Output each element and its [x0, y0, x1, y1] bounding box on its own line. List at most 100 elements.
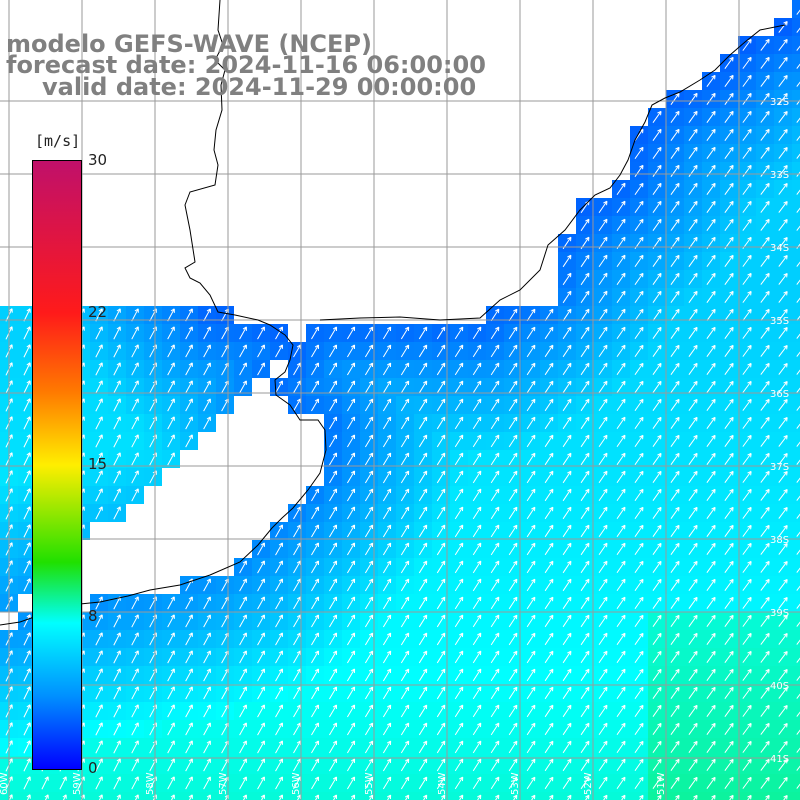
wind-arrow	[23, 632, 31, 646]
wind-arrow	[203, 578, 211, 592]
wind-arrow	[778, 344, 788, 357]
wind-arrow	[113, 362, 121, 376]
wind-arrow	[364, 416, 374, 430]
wind-arrow	[670, 758, 680, 771]
wind-arrow	[203, 776, 211, 790]
wind-arrow	[598, 722, 608, 736]
wind-arrow	[652, 326, 662, 340]
wind-arrow	[544, 614, 554, 628]
wind-arrow	[490, 452, 500, 466]
wind-arrow	[400, 506, 410, 520]
wind-arrow	[23, 470, 31, 484]
wind-arrow	[706, 272, 716, 285]
wind-arrow	[203, 344, 211, 358]
wind-arrow	[526, 668, 536, 682]
wind-arrow	[688, 380, 698, 393]
wind-arrow	[382, 416, 392, 430]
wind-arrow	[131, 740, 139, 754]
wind-arrow	[670, 272, 680, 285]
wind-arrow	[580, 272, 590, 286]
wind-arrow	[185, 434, 193, 448]
wind-arrow	[616, 614, 626, 628]
wind-arrow	[652, 434, 662, 448]
wind-arrow	[95, 650, 103, 664]
wind-arrow	[131, 596, 139, 610]
wind-arrow	[580, 290, 590, 304]
wind-arrow	[167, 704, 175, 718]
grid-cell	[792, 540, 800, 558]
wind-arrow	[131, 344, 139, 358]
wind-arrow	[275, 326, 283, 340]
grid-cell	[468, 792, 486, 800]
wind-arrow	[778, 20, 788, 33]
wind-arrow	[23, 722, 31, 736]
wind-arrow	[760, 92, 770, 105]
wind-arrow	[526, 470, 536, 484]
wind-arrow	[454, 650, 464, 664]
grid-cell	[594, 792, 612, 800]
wind-arrow	[472, 488, 482, 502]
wind-arrow	[293, 542, 302, 556]
grid-cell	[792, 162, 800, 180]
wind-arrow	[257, 596, 265, 610]
wind-arrow	[508, 668, 518, 682]
wind-arrow	[652, 200, 662, 214]
wind-arrow	[616, 290, 626, 304]
wind-arrow	[742, 416, 752, 429]
wind-arrow	[544, 416, 554, 430]
wind-arrow	[472, 632, 482, 646]
wind-arrow	[95, 344, 103, 358]
wind-arrow	[778, 488, 788, 501]
wind-arrow	[329, 758, 338, 772]
wind-arrow	[670, 542, 680, 555]
grid-cell	[792, 468, 800, 486]
wind-arrow	[490, 470, 500, 484]
wind-arrow	[778, 38, 788, 51]
wind-arrow	[580, 596, 590, 610]
wind-arrow	[670, 470, 680, 483]
wind-arrow	[329, 650, 338, 664]
wind-arrow	[23, 740, 31, 754]
wind-arrow	[688, 632, 698, 645]
grid-cell	[792, 180, 800, 198]
wind-arrow	[580, 416, 590, 430]
wind-arrow	[544, 722, 554, 736]
wind-arrow	[454, 524, 464, 538]
wind-arrow	[778, 128, 788, 141]
wind-arrow	[706, 308, 716, 321]
wind-arrow	[472, 542, 482, 556]
colorbar-tick: 30	[88, 151, 108, 169]
wind-arrow	[742, 542, 752, 555]
wind-arrow	[688, 542, 698, 555]
wind-arrow	[23, 560, 31, 574]
wind-arrow	[329, 722, 338, 736]
wind-arrow	[203, 758, 211, 772]
wind-arrow	[742, 344, 752, 357]
wind-arrow	[670, 776, 680, 789]
wind-arrow	[742, 524, 752, 537]
wind-arrow	[400, 434, 410, 448]
wind-arrow	[706, 650, 716, 663]
wind-arrow	[23, 578, 31, 592]
wind-arrow	[400, 416, 410, 430]
wind-arrow	[185, 686, 193, 700]
wind-arrow	[796, 585, 800, 591]
colorbar-tick: 15	[88, 455, 108, 473]
wind-arrow	[796, 405, 800, 411]
wind-arrow	[616, 632, 626, 646]
wind-arrow	[634, 344, 644, 358]
wind-arrow	[616, 416, 626, 430]
wind-arrow	[436, 560, 446, 574]
wind-arrow	[364, 344, 374, 358]
wind-arrow	[724, 632, 734, 645]
wind-arrow	[760, 434, 770, 447]
wind-arrow	[131, 758, 139, 772]
wind-arrow	[472, 416, 482, 430]
wind-arrow	[706, 758, 716, 771]
wind-arrow	[311, 704, 320, 718]
wind-arrow	[760, 56, 770, 69]
wind-arrow	[436, 740, 446, 754]
wind-arrow	[562, 668, 572, 682]
wind-arrow	[346, 704, 356, 718]
wind-arrow	[167, 740, 175, 754]
